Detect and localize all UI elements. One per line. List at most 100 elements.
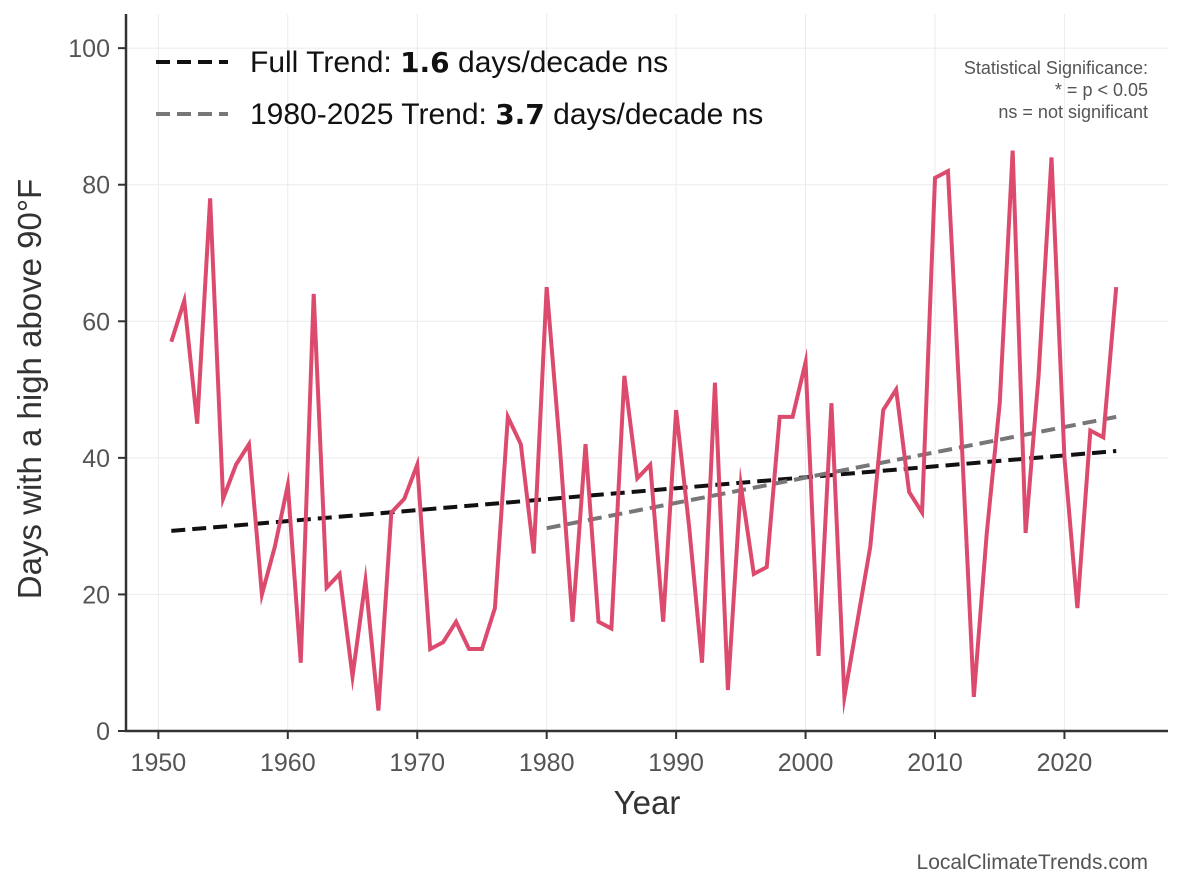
data-point bbox=[907, 490, 912, 495]
data-point bbox=[648, 462, 653, 467]
data-point bbox=[1114, 285, 1119, 290]
data-point bbox=[997, 401, 1002, 406]
data-point bbox=[881, 408, 886, 413]
data-point bbox=[389, 510, 394, 515]
significance-annotation: Statistical Significance:* = p < 0.05ns … bbox=[964, 58, 1148, 122]
data-point bbox=[570, 619, 575, 624]
data-point bbox=[234, 462, 239, 467]
data-point bbox=[467, 647, 472, 652]
data-point bbox=[272, 544, 277, 549]
x-tick-label: 1950 bbox=[131, 749, 187, 777]
data-point bbox=[674, 408, 679, 413]
days-above-90f-line bbox=[169, 150, 1119, 716]
y-tick-label: 20 bbox=[82, 581, 110, 609]
data-point bbox=[635, 476, 640, 481]
annotation-line: * = p < 0.05 bbox=[1055, 80, 1148, 100]
y-tick-label: 100 bbox=[68, 35, 110, 63]
legend: Full Trend: 1.6 days/decade ns 1980-2025 … bbox=[156, 46, 763, 131]
x-tick-label: 2010 bbox=[907, 749, 963, 777]
data-point bbox=[492, 606, 497, 611]
data-point bbox=[868, 544, 873, 549]
data-point bbox=[544, 285, 549, 290]
data-series bbox=[169, 148, 1119, 716]
data-point bbox=[479, 647, 484, 652]
data-point bbox=[816, 653, 821, 658]
data-point bbox=[518, 442, 523, 447]
data-point bbox=[1088, 428, 1093, 433]
data-point bbox=[855, 619, 860, 624]
data-point bbox=[285, 483, 290, 488]
data-point bbox=[583, 442, 588, 447]
data-point bbox=[428, 647, 433, 652]
x-tick-label: 1990 bbox=[648, 749, 704, 777]
data-point bbox=[712, 380, 717, 385]
data-point bbox=[557, 442, 562, 447]
data-point bbox=[531, 551, 536, 556]
x-tick-label: 1970 bbox=[389, 749, 445, 777]
data-point bbox=[246, 442, 251, 447]
data-point bbox=[324, 585, 329, 590]
data-point bbox=[700, 660, 705, 665]
data-point bbox=[415, 462, 420, 467]
grid-lines bbox=[126, 14, 1168, 732]
data-point bbox=[363, 578, 368, 583]
x-tick-label: 2020 bbox=[1037, 749, 1093, 777]
y-tick-label: 0 bbox=[96, 718, 110, 746]
data-point bbox=[1101, 435, 1106, 440]
x-axis-title: Year bbox=[614, 784, 681, 821]
legend-entry: Full Trend: 1.6 days/decade ns bbox=[250, 46, 668, 79]
data-point bbox=[1023, 530, 1028, 535]
data-point bbox=[441, 640, 446, 645]
data-point bbox=[764, 565, 769, 570]
y-tick-label: 40 bbox=[82, 445, 110, 473]
tick-labels: 0 20 40 60 80 100 1950 1960 1970 1980 1990 2000 2010… bbox=[68, 35, 1092, 777]
data-point bbox=[894, 387, 899, 392]
data-point bbox=[182, 298, 187, 303]
data-point bbox=[298, 660, 303, 665]
data-point bbox=[687, 524, 692, 529]
data-point bbox=[725, 688, 730, 693]
data-point bbox=[958, 421, 963, 426]
y-axis-title: Days with a high above 90°F bbox=[11, 179, 48, 599]
data-point bbox=[1075, 606, 1080, 611]
annotation-line: ns = not significant bbox=[998, 102, 1148, 122]
data-point bbox=[195, 421, 200, 426]
data-point bbox=[984, 530, 989, 535]
data-point bbox=[259, 592, 264, 597]
data-point bbox=[790, 414, 795, 419]
data-point bbox=[829, 401, 834, 406]
data-point bbox=[738, 483, 743, 488]
data-point bbox=[945, 169, 950, 174]
data-point bbox=[505, 414, 510, 419]
data-point bbox=[596, 619, 601, 624]
data-point bbox=[454, 619, 459, 624]
data-point bbox=[311, 291, 316, 296]
data-point bbox=[1036, 373, 1041, 378]
axes bbox=[118, 14, 1168, 739]
data-point bbox=[933, 175, 938, 180]
data-point bbox=[402, 496, 407, 501]
data-point bbox=[751, 571, 756, 576]
data-point bbox=[971, 694, 976, 699]
data-point bbox=[1049, 155, 1054, 160]
data-point bbox=[803, 360, 808, 365]
data-point bbox=[622, 373, 627, 378]
data-point bbox=[777, 414, 782, 419]
data-point bbox=[208, 196, 213, 201]
data-point bbox=[1010, 148, 1015, 153]
data-point bbox=[376, 708, 381, 713]
data-point bbox=[1062, 455, 1067, 460]
source-credit: LocalClimateTrends.com bbox=[917, 851, 1148, 874]
data-point bbox=[661, 619, 666, 624]
legend-entry: 1980-2025 Trend: 3.7 days/decade ns bbox=[250, 98, 763, 131]
x-tick-label: 2000 bbox=[778, 749, 834, 777]
data-point bbox=[221, 496, 226, 501]
data-point bbox=[337, 571, 342, 576]
y-tick-label: 80 bbox=[82, 172, 110, 200]
data-point bbox=[350, 674, 355, 679]
y-tick-label: 60 bbox=[82, 308, 110, 336]
data-point bbox=[842, 694, 847, 699]
data-point bbox=[920, 510, 925, 515]
